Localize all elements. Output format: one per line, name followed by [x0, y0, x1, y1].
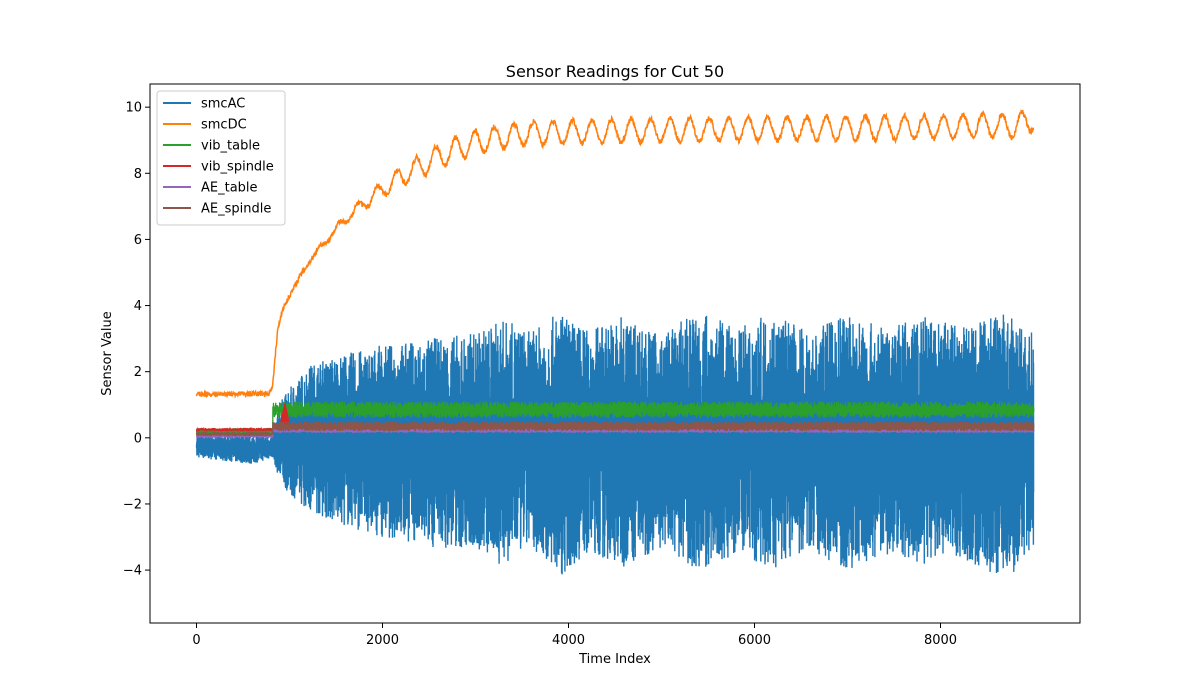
legend-label: smcAC — [201, 97, 245, 112]
x-axis-label: Time Index — [578, 652, 651, 667]
series-line-vib_table — [195, 401, 1035, 435]
y-axis-label: Sensor Value — [100, 311, 115, 395]
series-line-AE_spindle — [195, 421, 1035, 438]
y-tick-label: 4 — [134, 299, 142, 314]
legend-item-smcDC: smcDC — [163, 118, 247, 133]
legend-label: AE_table — [201, 181, 258, 196]
y-axis: −4 −2 0 2 4 6 8 10 — [123, 101, 150, 579]
x-tick-label: 8000 — [924, 633, 957, 648]
x-tick-label: 6000 — [738, 633, 771, 648]
legend-item-AE_table: AE_table — [163, 181, 258, 196]
legend-item-vib_table: vib_table — [163, 139, 260, 154]
series-smcDC — [195, 108, 1035, 399]
series-AE_spindle — [195, 421, 1035, 438]
y-tick-label: 0 — [134, 431, 142, 446]
y-tick-label: 8 — [134, 167, 142, 182]
x-tick-label: 4000 — [552, 633, 585, 648]
y-tick-label: −4 — [123, 564, 142, 579]
series-vib_table — [195, 401, 1035, 435]
legend: smcAC smcDC vib_table vib_spindle AE_table AE… — [156, 90, 286, 226]
x-tick-label: 2000 — [366, 633, 399, 648]
y-tick-label: 6 — [134, 233, 142, 248]
series-line-smcDC — [195, 108, 1035, 399]
x-tick-label: 0 — [192, 633, 200, 648]
chart-title: Sensor Readings for Cut 50 — [506, 62, 724, 81]
y-tick-label: 10 — [125, 101, 142, 116]
plot-frame — [149, 83, 1081, 624]
x-axis: 0 2000 4000 6000 8000 — [192, 623, 957, 648]
legend-item-smcAC: smcAC — [163, 97, 245, 112]
legend-label: smcDC — [201, 118, 247, 133]
legend-label: vib_table — [201, 139, 260, 154]
legend-item-AE_spindle: AE_spindle — [163, 202, 271, 217]
legend-label: vib_spindle — [201, 160, 274, 175]
legend-item-vib_spindle: vib_spindle — [163, 160, 274, 175]
y-tick-label: −2 — [123, 497, 142, 512]
y-tick-label: 2 — [134, 365, 142, 380]
legend-label: AE_spindle — [201, 202, 271, 217]
series-layer — [195, 108, 1035, 575]
